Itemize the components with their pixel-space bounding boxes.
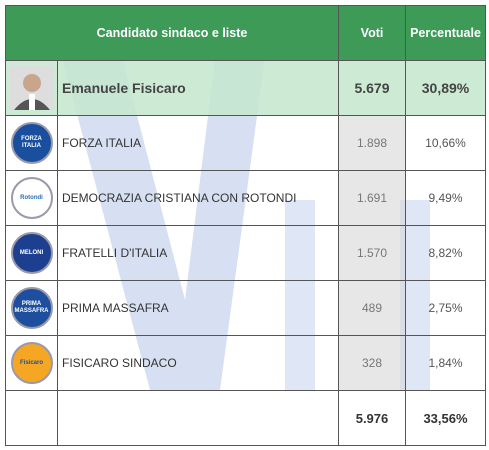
empty-cell (57, 390, 339, 446)
list-percent: 2,75% (405, 280, 486, 336)
header-cell: Percentuale (405, 5, 486, 61)
list-logo: PRIMA MASSAFRA (5, 280, 58, 336)
cell-text: 8,82% (428, 246, 463, 260)
cell-text: 1.898 (356, 136, 388, 150)
cell-text: 10,66% (425, 136, 466, 150)
logo: Fisicaro (10, 342, 53, 384)
cell-text: Voti (360, 26, 384, 40)
total-percent: 33,56% (405, 390, 486, 446)
list-percent: 10,66% (405, 115, 486, 171)
candidate-name: Emanuele Fisicaro (57, 60, 339, 116)
list-votes: 489 (338, 280, 406, 336)
candidate-photo (5, 60, 58, 116)
cell-text: FISICARO SINDACO (62, 356, 177, 370)
list-votes: 1.898 (338, 115, 406, 171)
logo: FORZA ITALIA (10, 122, 53, 164)
list-logo: Fisicaro (5, 335, 58, 391)
logo: Rotondi (10, 177, 53, 219)
candidate-votes: 5.679 (338, 60, 406, 116)
list-percent: 8,82% (405, 225, 486, 281)
list-name: FORZA ITALIA (57, 115, 339, 171)
cell-text: 2,75% (428, 301, 463, 315)
list-votes: 1.570 (338, 225, 406, 281)
cell-text: 328 (361, 356, 383, 370)
cell-text: 1.570 (356, 246, 388, 260)
photo (9, 66, 54, 110)
list-name: DEMOCRAZIA CRISTIANA CON ROTONDI (57, 170, 339, 226)
cell-text: 30,89% (421, 80, 470, 96)
list-percent: 1,84% (405, 335, 486, 391)
cell-text: 9,49% (428, 191, 463, 205)
cell-text: FRATELLI D'ITALIA (62, 246, 168, 260)
cell-text: 489 (361, 301, 383, 315)
list-name: PRIMA MASSAFRA (57, 280, 339, 336)
cell-text: PRIMA MASSAFRA (62, 301, 169, 315)
cell-text: 5.679 (354, 80, 390, 96)
logo: MELONI (10, 232, 53, 274)
logo: PRIMA MASSAFRA (10, 287, 53, 329)
list-logo: MELONI (5, 225, 58, 281)
empty-cell (5, 390, 58, 446)
list-votes: 1.691 (338, 170, 406, 226)
candidate-percent: 30,89% (405, 60, 486, 116)
list-name: FRATELLI D'ITALIA (57, 225, 339, 281)
cell-text: 5.976 (355, 410, 389, 426)
list-votes: 328 (338, 335, 406, 391)
results-table: Candidato sindaco e liste Voti Percentuale… (5, 5, 486, 446)
cell-text: Candidato sindaco e liste (96, 26, 248, 40)
header-cell: Voti (338, 5, 406, 61)
cell-text: 33,56% (423, 410, 468, 426)
header-cell: Candidato sindaco e liste (5, 5, 339, 61)
cell-text: FORZA ITALIA (62, 136, 142, 150)
cell-text: Emanuele Fisicaro (62, 80, 186, 96)
total-votes: 5.976 (338, 390, 406, 446)
list-percent: 9,49% (405, 170, 486, 226)
list-name: FISICARO SINDACO (57, 335, 339, 391)
cell-text: Percentuale (410, 26, 481, 40)
cell-text: 1,84% (428, 356, 463, 370)
list-logo: FORZA ITALIA (5, 115, 58, 171)
cell-text: DEMOCRAZIA CRISTIANA CON ROTONDI (62, 191, 297, 205)
list-logo: Rotondi (5, 170, 58, 226)
cell-text: 1.691 (356, 191, 388, 205)
